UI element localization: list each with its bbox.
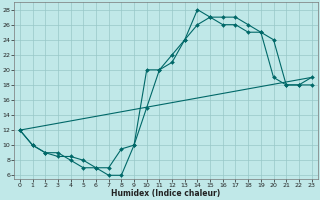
X-axis label: Humidex (Indice chaleur): Humidex (Indice chaleur) <box>111 189 220 198</box>
